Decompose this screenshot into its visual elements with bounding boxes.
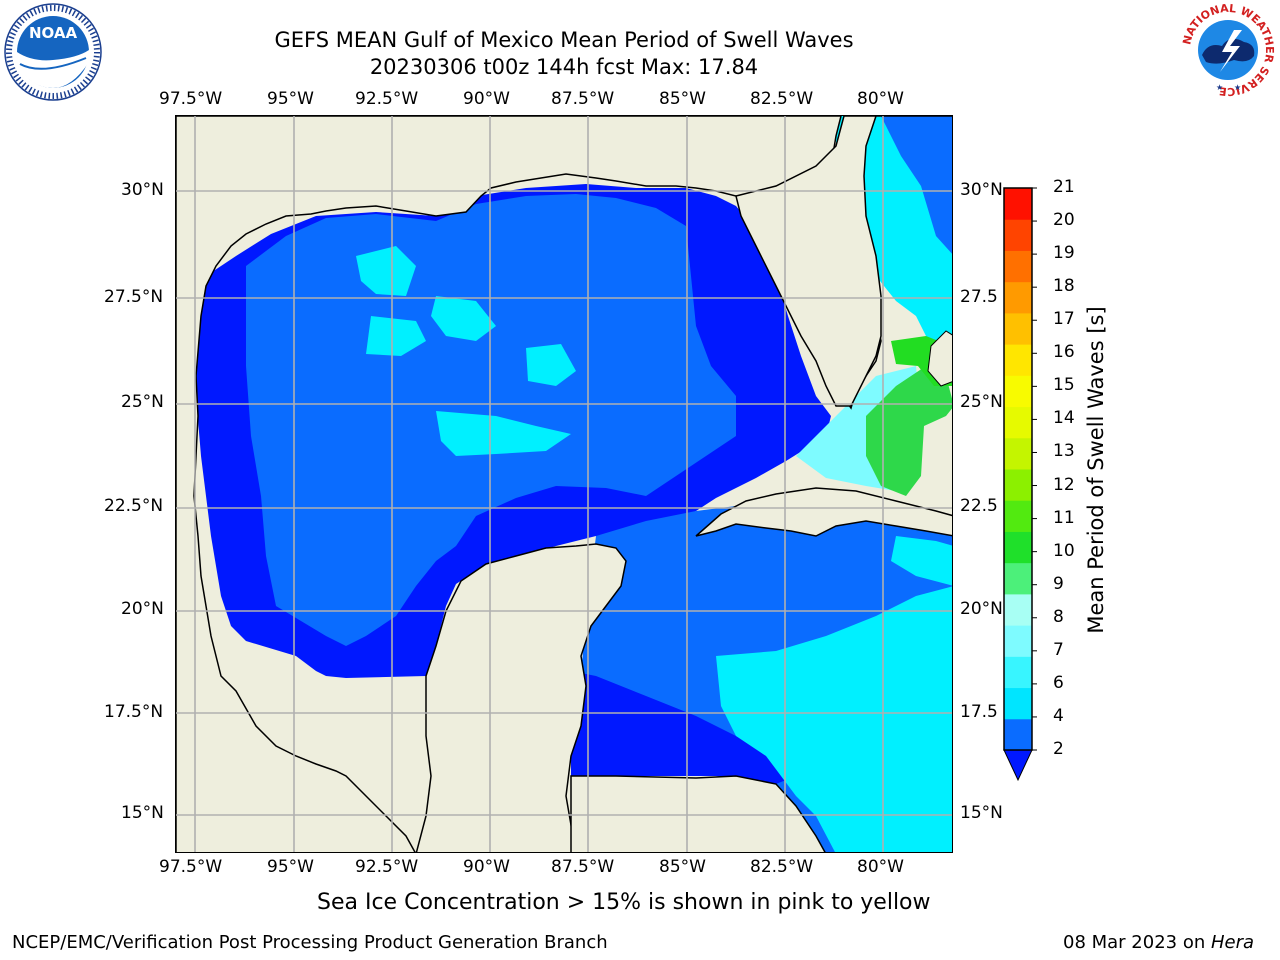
lon-label-bottom: 90°W [463,857,510,877]
colorbar-segment [1004,500,1032,532]
caribbean-cyan-patch [891,536,952,586]
footer-date-text: 08 Mar 2023 on [1063,932,1211,953]
map-title: GEFS MEAN Gulf of Mexico Mean Period of … [274,28,854,52]
map-gridlines [176,116,952,852]
colorbar-tick-label: 17 [1053,309,1075,330]
lat-label-left: 30°N [121,180,164,200]
colorbar-segment [1004,531,1032,564]
colorbar-tick-label: 2 [1053,739,1064,759]
svg-text:★: ★ [1216,83,1223,92]
lat-label-right: 20°N [960,599,1003,619]
gulf-cyan-patch [366,316,426,356]
map-canvas [176,116,952,852]
gulf-cyan-patch [356,246,416,296]
lat-label-right: 15°N [960,803,1003,823]
lon-label-bottom: 95°W [267,857,314,877]
colorbar-tick-label: 9 [1053,573,1064,594]
lat-label-left: 20°N [121,599,164,619]
footer-credit: NCEP/EMC/Verification Post Processing Pr… [12,932,608,953]
colorbar-segment [1004,375,1032,408]
colorbar [1003,187,1037,782]
lon-label-bottom: 80°W [857,857,904,877]
colorbar-axis-label: Mean Period of Swell Waves [s] [1084,306,1108,634]
lon-label-bottom: 82.5°W [750,857,814,877]
cuba-land [695,487,952,537]
colorbar-segment [1004,344,1032,376]
map-subtitle: 20230306 t00z 144h fcst Max: 17.84 [369,55,759,79]
noaa-logo: NOAA [4,3,102,101]
lat-label-right: 17.5 [960,702,998,722]
lat-label-left: 27.5°N [104,287,164,307]
caribbean-deep-blue-patch [571,671,796,784]
central-america-land [570,775,826,852]
lon-label-top: 82.5°W [750,89,814,109]
colorbar-tick-label: 8 [1053,606,1064,627]
colorbar-segment [1004,625,1032,657]
lon-label-bottom: 92.5°W [355,857,419,877]
lat-label-right: 25°N [960,392,1003,412]
colorbar-tick-label: 7 [1053,639,1064,660]
colorbar-segment [1004,281,1032,314]
florida-land [735,116,952,407]
noaa-logo-text: NOAA [29,24,78,42]
gulf-cyan-patch [526,344,576,386]
lon-label-bottom: 97.5°W [159,857,223,877]
colorbar-segment [1004,406,1032,439]
colorbar-segment [1004,687,1032,720]
colorbar-segment [1004,437,1032,470]
yucatan-land [415,543,627,852]
colorbar-tick-label: 12 [1053,474,1075,495]
colorbar-tick-label: 20 [1053,210,1075,231]
colorbar-tick-label: 21 [1053,177,1075,197]
colorbar-tick-label: 15 [1053,375,1075,396]
bahamas-land [927,330,952,387]
colorbar-segment [1004,188,1032,220]
lat-label-left: 22.5°N [104,496,164,516]
colorbar-tick-label: 11 [1053,507,1075,528]
map-panel [175,115,953,853]
colorbar-segment [1004,250,1032,283]
caribbean-cyan-region [716,586,952,852]
lat-label-right: 30°N [960,180,1003,200]
colorbar-segment [1004,469,1032,501]
lon-label-top: 97.5°W [159,89,223,109]
colorbar-tick-label: 6 [1053,672,1064,693]
footer-host: Hera [1210,932,1255,953]
lon-label-top: 87.5°W [551,89,615,109]
sea-ice-note: Sea Ice Concentration > 15% is shown in … [317,890,931,915]
nws-logo: NATIONAL WEATHER SERVICE ★ ★ [1180,2,1276,98]
colorbar-tick-label: 13 [1053,441,1075,462]
lon-label-top: 85°W [659,89,706,109]
colorbar-tick-label: 10 [1053,540,1075,561]
colorbar-segment [1004,593,1032,626]
svg-text:★: ★ [1234,83,1241,92]
lon-label-top: 80°W [857,89,904,109]
colorbar-segment [1004,656,1032,689]
colorbar-segment [1004,312,1032,345]
atlantic-mid-blue-patch [881,116,952,254]
gulf-cyan-patch [436,411,571,456]
lat-label-right: 27.5 [960,287,998,307]
gulf-cyan-patch [431,296,496,341]
lat-label-left: 15°N [121,803,164,823]
colorbar-tick-label: 16 [1053,342,1075,363]
colorbar-segment [1004,718,1032,751]
lon-label-top: 95°W [267,89,314,109]
colorbar-tick-label: 4 [1053,705,1064,726]
colorbar-extend-arrow [1003,749,1033,782]
straits-green-patch [866,366,952,496]
footer-date: 08 Mar 2023 on Hera [1063,932,1254,953]
lon-label-bottom: 87.5°W [551,857,615,877]
lon-label-top: 92.5°W [355,89,419,109]
lat-label-left: 17.5°N [104,702,164,722]
lon-label-top: 90°W [463,89,510,109]
colorbar-segment [1004,562,1032,595]
colorbar-tick-label: 18 [1053,276,1075,297]
colorbar-tick-label: 14 [1053,408,1075,429]
lat-label-left: 25°N [121,392,164,412]
colorbar-segment [1004,219,1032,251]
colorbar-tick-label: 19 [1053,243,1075,264]
lat-label-right: 22.5 [960,496,998,516]
lon-label-bottom: 85°W [659,857,706,877]
